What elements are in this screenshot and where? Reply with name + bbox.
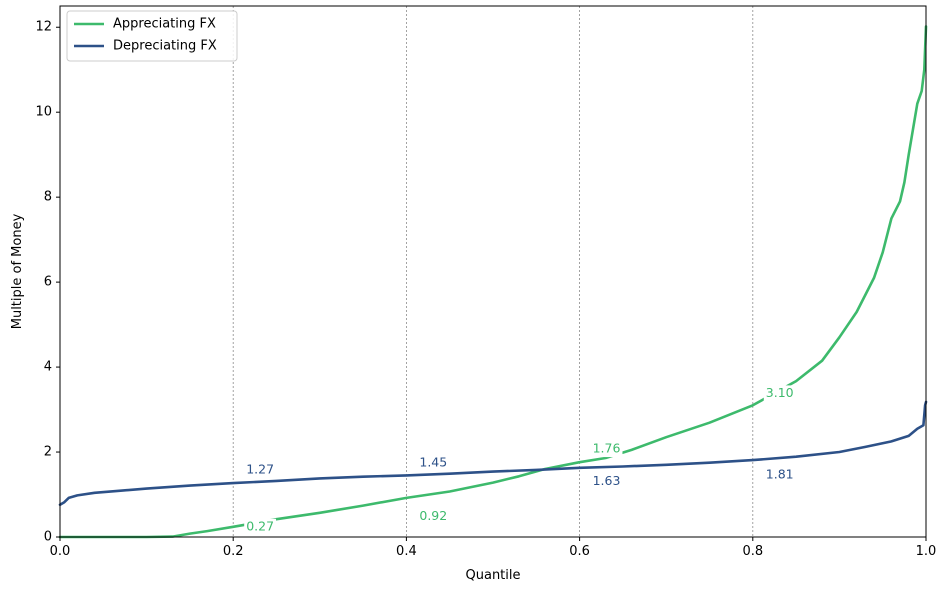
y-tick-label: 10	[35, 105, 52, 120]
series-layer	[58, 25, 928, 539]
x-tick-label: 1.0	[916, 544, 936, 559]
data-label: 3.10	[766, 385, 794, 400]
y-tick-label: 12	[35, 20, 52, 35]
y-tick-label: 0	[44, 530, 52, 545]
axes-frame	[59, 5, 927, 538]
x-axis-ticks: 0.0 0.2 0.4 0.6 0.8 1.0	[50, 537, 936, 559]
data-label-background	[590, 473, 623, 490]
data-label-background	[417, 508, 450, 525]
data-label: 0.27	[246, 518, 274, 533]
legend-frame	[66, 10, 238, 62]
quantile-guide-lines	[232, 6, 754, 537]
y-tick-label: 2	[44, 445, 52, 460]
legend-label: Depreciating FX	[113, 39, 217, 54]
y-axis-label: Multiple of Money	[10, 213, 25, 329]
data-label-background	[590, 441, 623, 458]
y-tick-label: 8	[44, 190, 52, 205]
y-axis-ticks: 0 2 4 6 8 10 12	[35, 20, 60, 545]
x-tick-label: 0.0	[50, 544, 71, 559]
data-label: 0.92	[419, 508, 447, 523]
data-label: 1.27	[246, 461, 274, 476]
data-label: 1.63	[593, 473, 621, 488]
data-label: 1.76	[593, 441, 621, 456]
data-label-background	[244, 461, 277, 478]
annotations: 0.27 0.92 1.76 3.10 1.27 1.45 1.63 1.81	[244, 385, 796, 535]
x-tick-label: 0.4	[396, 544, 417, 559]
data-label-background	[763, 385, 796, 402]
depreciating-fx-line	[58, 400, 928, 506]
x-tick-label: 0.8	[742, 544, 763, 559]
y-tick-label: 4	[44, 360, 52, 375]
x-tick-label: 0.2	[223, 544, 244, 559]
data-label-background	[417, 455, 450, 472]
legend-label: Appreciating FX	[113, 17, 216, 32]
appreciating-fx-line	[58, 25, 928, 539]
data-label-background	[244, 518, 277, 535]
data-label: 1.81	[766, 466, 794, 481]
data-label-background	[763, 466, 796, 483]
x-tick-label: 0.6	[569, 544, 590, 559]
y-tick-label: 6	[44, 275, 52, 290]
legend: Appreciating FX Depreciating FX	[66, 10, 238, 62]
x-axis-label: Quantile	[466, 568, 521, 583]
data-label: 1.45	[419, 455, 447, 470]
